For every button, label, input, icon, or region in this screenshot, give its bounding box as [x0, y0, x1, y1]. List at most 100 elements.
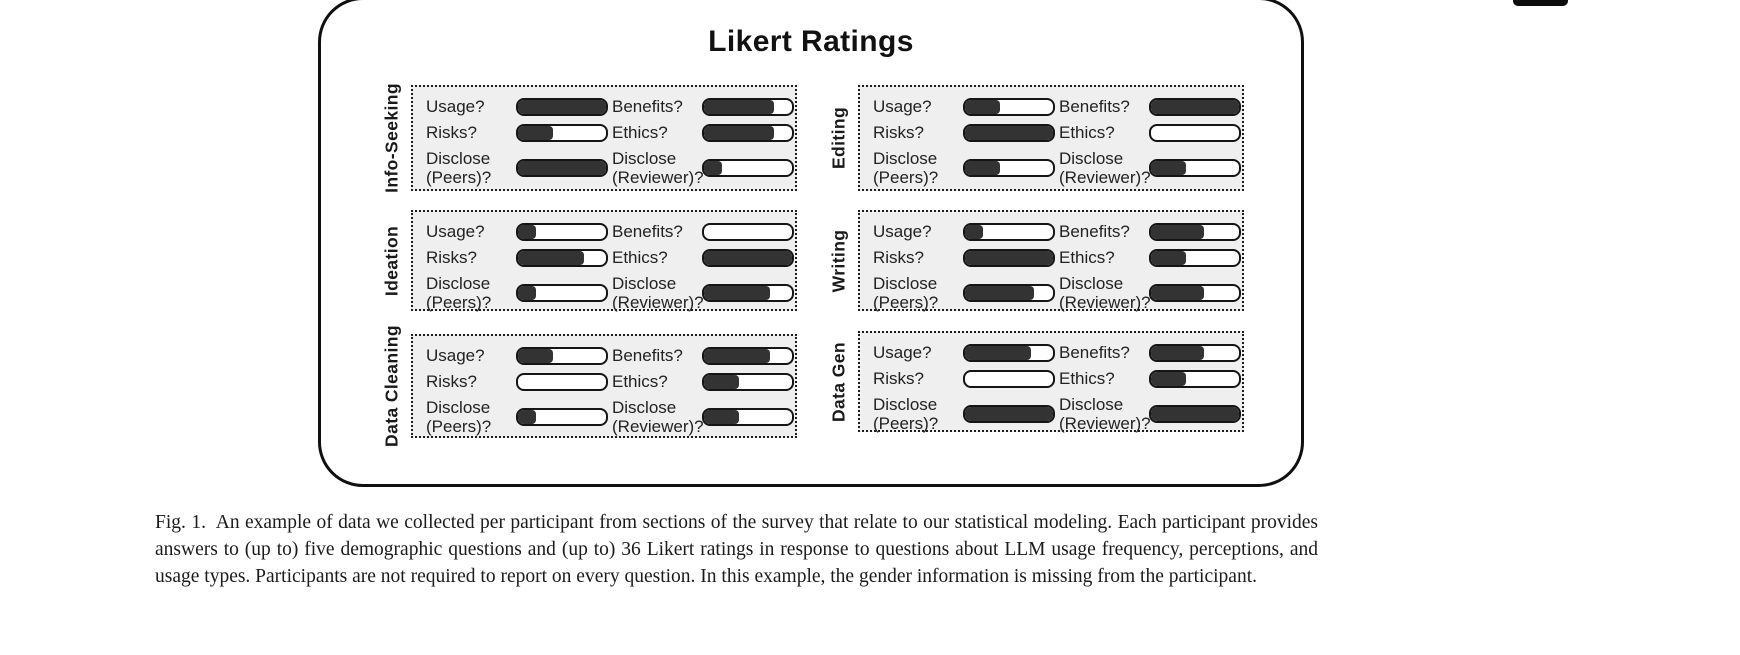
clipped-content-fragment [1513, 0, 1568, 6]
likert-bar-fill [518, 100, 606, 114]
likert-bar [516, 373, 608, 391]
panel-data-gen: Data Gen Usage? Risks? Disclose (Peers)?… [829, 331, 1245, 433]
question-label: Disclose (Peers)? [873, 273, 939, 312]
likert-bar-fill [704, 410, 740, 424]
likert-row-disclose-peers: Disclose (Peers)? [426, 395, 612, 439]
likert-bar [1149, 159, 1241, 177]
likert-bar [516, 223, 608, 241]
likert-bar-fill [704, 100, 775, 114]
likert-bar-fill [704, 161, 722, 175]
likert-row-benefits: Benefits? [612, 343, 798, 369]
question-label: Disclose (Reviewer)? [1059, 394, 1151, 433]
likert-bar [702, 249, 794, 267]
panel-ideation: Ideation Usage? Risks? Disclose (Peers)?… [382, 210, 797, 312]
likert-bar-fill [1151, 346, 1204, 360]
likert-bar-fill [1151, 225, 1204, 239]
likert-bar [1149, 344, 1241, 362]
likert-bar [1149, 223, 1241, 241]
likert-bar [963, 405, 1055, 423]
likert-row-ethics: Ethics? [1059, 366, 1245, 392]
likert-row-usage: Usage? [426, 219, 612, 245]
likert-bar-fill [518, 349, 554, 363]
likert-row-ethics: Ethics? [1059, 245, 1245, 271]
likert-bar-fill [518, 286, 536, 300]
likert-row-risks: Risks? [426, 245, 612, 271]
likert-bar [516, 159, 608, 177]
likert-bar [963, 159, 1055, 177]
likert-bar-fill [965, 286, 1034, 300]
likert-bar-fill [965, 251, 1053, 265]
panel-label-editing: Editing [828, 106, 849, 170]
question-label: Disclose (Reviewer)? [1059, 148, 1151, 187]
panel-label-data-cleaning: Data Cleaning [381, 325, 402, 447]
panel-label-data-gen: Data Gen [828, 341, 849, 422]
question-label: Risks? [426, 123, 478, 143]
likert-bar [516, 408, 608, 426]
likert-row-usage: Usage? [426, 343, 612, 369]
panel-editing: Editing Usage? Risks? Disclose (Peers)? … [829, 85, 1245, 191]
panel-label-writing: Writing [828, 229, 849, 292]
question-label: Risks? [426, 248, 478, 268]
likert-row-benefits: Benefits? [1059, 340, 1245, 366]
question-label: Disclose (Reviewer)? [612, 397, 704, 436]
panel-label-info-seeking: Info-Seeking [381, 83, 402, 193]
question-label: Ethics? [1059, 248, 1115, 268]
likert-bar-fill [1151, 251, 1187, 265]
likert-bar-fill [965, 100, 1001, 114]
panel-data-cleaning: Data Cleaning Usage? Risks? Disclose (Pe… [382, 325, 797, 447]
likert-row-disclose-peers: Disclose (Peers)? [426, 271, 612, 315]
likert-row-disclose-reviewer: Disclose (Reviewer)? [1059, 392, 1245, 436]
question-label: Usage? [426, 346, 485, 366]
likert-bar [963, 98, 1055, 116]
panel-info-seeking: Info-Seeking Usage? Risks? Disclose (Pee… [382, 83, 798, 193]
likert-bar-fill [518, 225, 536, 239]
question-label: Ethics? [1059, 369, 1115, 389]
question-label: Benefits? [1059, 97, 1130, 117]
figure-title: Likert Ratings [708, 25, 914, 58]
likert-bar [702, 159, 794, 177]
question-label: Disclose (Reviewer)? [612, 273, 704, 312]
likert-bar [963, 249, 1055, 267]
likert-row-usage: Usage? [873, 94, 1059, 120]
question-label: Disclose (Peers)? [426, 397, 492, 436]
panel-label-ideation: Ideation [381, 225, 402, 296]
likert-grid: Usage? Risks? Disclose (Peers)? Benefits… [860, 212, 1242, 315]
likert-grid: Usage? Risks? Disclose (Peers)? Benefits… [413, 336, 795, 439]
likert-bar [963, 284, 1055, 302]
likert-row-usage: Usage? [873, 219, 1059, 245]
likert-row-disclose-peers: Disclose (Peers)? [873, 392, 1059, 436]
likert-bar-fill [965, 225, 983, 239]
likert-bar-fill [704, 286, 770, 300]
likert-bar-fill [1151, 372, 1187, 386]
likert-bar [516, 284, 608, 302]
likert-bar-fill [965, 126, 1053, 140]
question-label: Disclose (Peers)? [873, 148, 939, 187]
question-label: Usage? [873, 222, 932, 242]
likert-row-usage: Usage? [426, 94, 612, 120]
question-label: Benefits? [1059, 222, 1130, 242]
question-label: Disclose (Peers)? [873, 394, 939, 433]
likert-bar [1149, 249, 1241, 267]
likert-row-ethics: Ethics? [612, 120, 798, 146]
question-label: Ethics? [612, 123, 668, 143]
likert-row-disclose-peers: Disclose (Peers)? [873, 146, 1059, 190]
figure-caption: Fig. 1. An example of data we collected … [155, 512, 1323, 587]
likert-bar-fill [518, 126, 554, 140]
likert-row-risks: Risks? [873, 120, 1059, 146]
likert-bar [963, 344, 1055, 362]
question-label: Disclose (Peers)? [426, 273, 492, 312]
panel-writing: Writing Usage? Risks? Disclose (Peers)? … [829, 210, 1244, 312]
question-label: Benefits? [612, 222, 683, 242]
likert-grid: Usage? Risks? Disclose (Peers)? Benefits… [413, 212, 795, 315]
likert-row-usage: Usage? [873, 340, 1059, 366]
likert-row-risks: Risks? [426, 120, 612, 146]
question-label: Disclose (Reviewer)? [612, 148, 704, 187]
question-label: Risks? [873, 248, 925, 268]
likert-row-ethics: Ethics? [612, 369, 798, 395]
question-label: Disclose (Peers)? [426, 148, 492, 187]
likert-bar-fill [1151, 161, 1187, 175]
likert-bar-fill [704, 251, 792, 265]
likert-bar [702, 98, 794, 116]
likert-row-benefits: Benefits? [1059, 94, 1245, 120]
question-label: Benefits? [1059, 343, 1130, 363]
